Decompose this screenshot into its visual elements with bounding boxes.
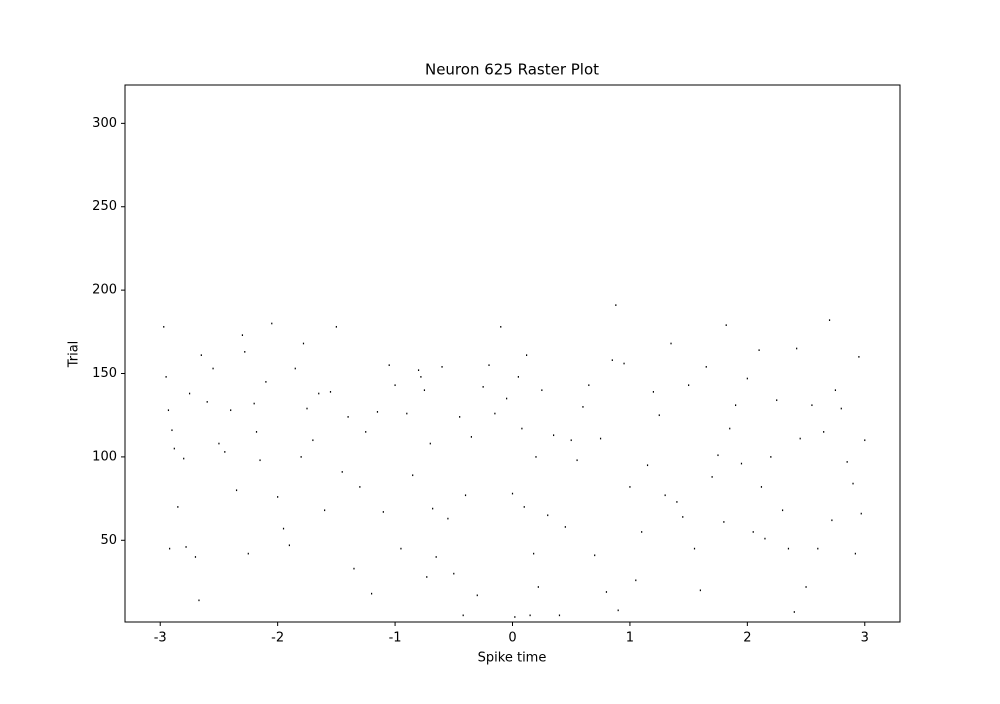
x-axis-label: Spike time <box>478 651 547 666</box>
y-tick-label: 150 <box>92 366 117 381</box>
plot-frame <box>124 84 901 623</box>
x-tick-label: -1 <box>389 631 402 646</box>
x-tick-label: -2 <box>271 631 284 646</box>
y-axis-label: Trial <box>67 341 82 369</box>
x-tick-label: 1 <box>626 631 634 646</box>
x-tick-label: 2 <box>743 631 751 646</box>
x-tick-label: -3 <box>154 631 167 646</box>
y-tick-label: 50 <box>100 533 117 548</box>
y-tick-label: 100 <box>92 449 117 464</box>
y-tick-label: 250 <box>92 199 117 214</box>
x-tick-label: 0 <box>508 631 516 646</box>
y-tick-label: 300 <box>92 116 117 131</box>
chart-title: Neuron 625 Raster Plot <box>425 61 599 79</box>
x-tick-label: 3 <box>861 631 869 646</box>
y-tick-label: 200 <box>92 283 117 298</box>
